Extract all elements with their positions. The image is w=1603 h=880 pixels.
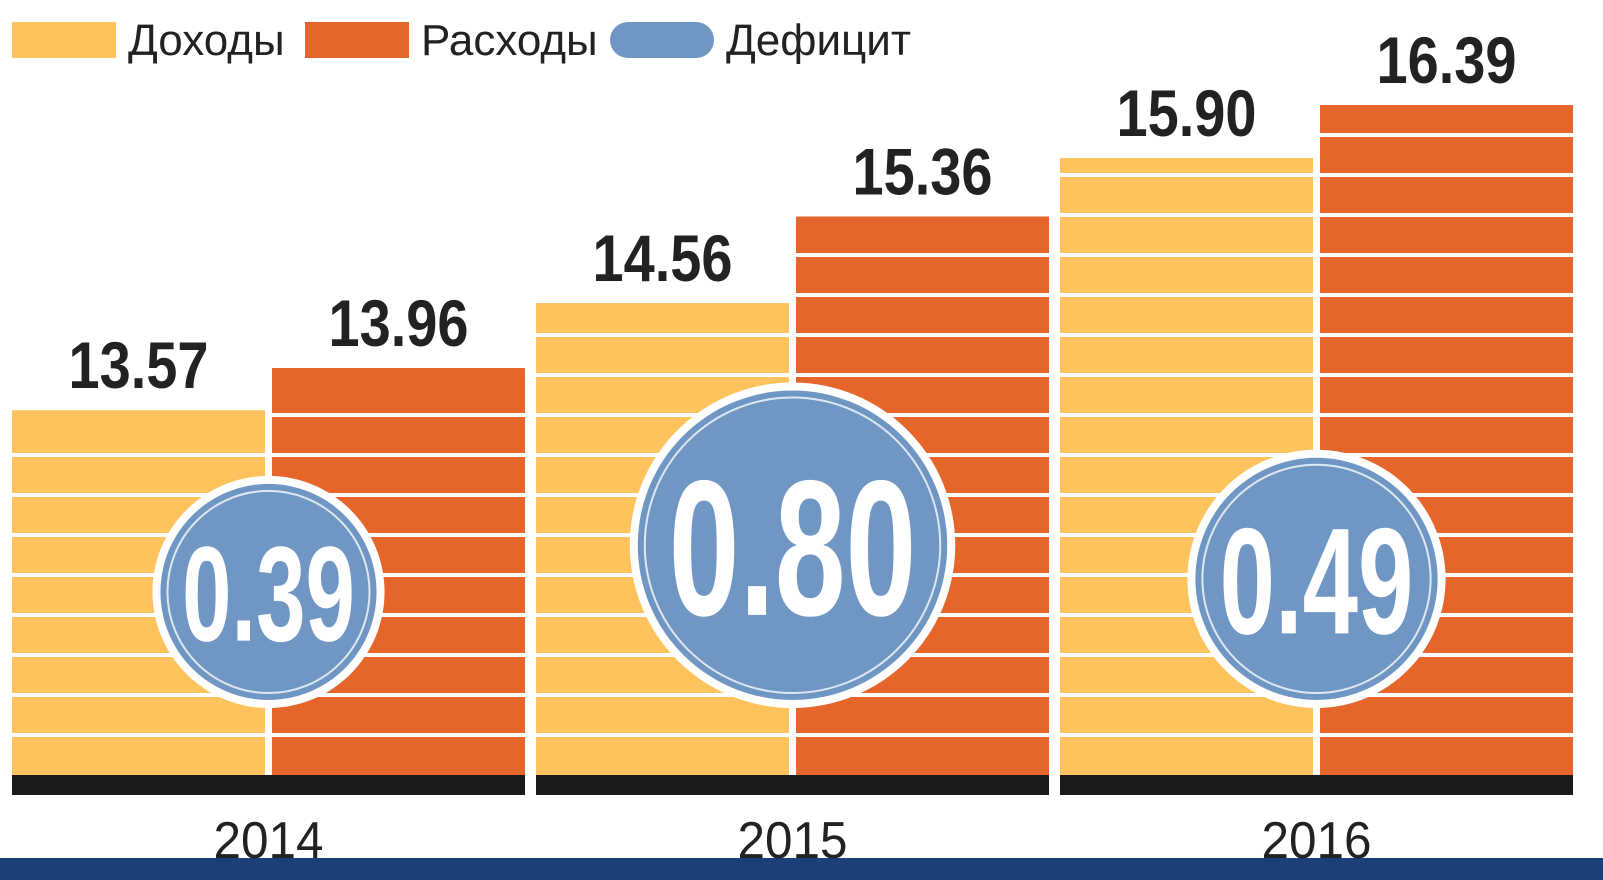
- deficit-circle-ring: [643, 396, 942, 694]
- deficit-circle-ring: [1201, 463, 1432, 695]
- value-label: 15.90: [1117, 76, 1257, 150]
- baseline: [1060, 775, 1573, 795]
- legend-swatch: [610, 22, 714, 58]
- legend-label: Дефицит: [726, 16, 911, 65]
- deficit-circle-fill: [637, 390, 948, 700]
- deficit-circle-ring: [166, 489, 371, 695]
- x-tick-label: 2015: [738, 812, 848, 870]
- deficit-label: 0.80: [669, 440, 917, 656]
- deficit-circle-fill: [1195, 457, 1438, 700]
- x-tick-label: 2016: [1262, 812, 1372, 870]
- value-label: 16.39: [1377, 23, 1517, 97]
- value-label: 13.57: [69, 328, 209, 402]
- deficit-label: 0.49: [1220, 497, 1414, 666]
- baseline: [536, 775, 1049, 795]
- value-label: 15.36: [853, 135, 993, 209]
- legend-label: Расходы: [421, 16, 598, 65]
- deficit-label: 0.39: [182, 519, 355, 670]
- value-label: 13.96: [329, 286, 469, 360]
- x-tick-label: 2014: [214, 812, 324, 870]
- legend-label: Доходы: [128, 16, 285, 65]
- legend-swatch: [12, 22, 116, 58]
- bottom-strip: [0, 858, 1603, 880]
- legend-swatch: [305, 22, 409, 58]
- baseline: [12, 775, 525, 795]
- value-label: 14.56: [593, 221, 733, 295]
- deficit-circle-fill: [160, 483, 377, 700]
